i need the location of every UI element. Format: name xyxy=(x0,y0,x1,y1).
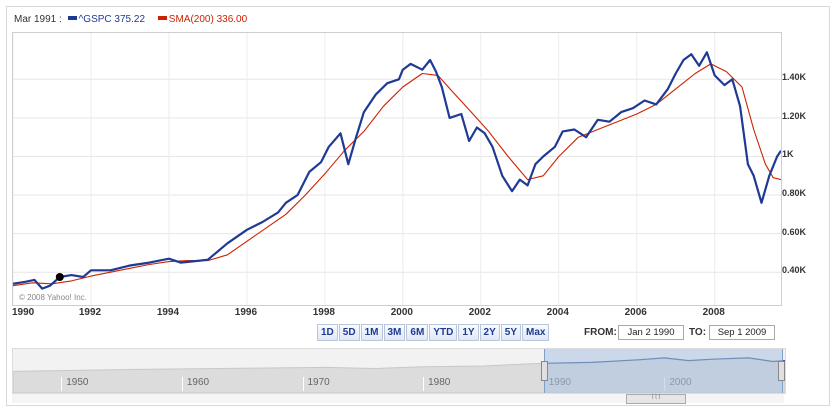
x-tick-label: 1992 xyxy=(78,307,102,318)
plot-area[interactable]: © 2008 Yahoo! Inc. xyxy=(12,32,782,306)
y-tick-label: 0.60K xyxy=(782,226,807,237)
navigator-year-label: 1950 xyxy=(61,377,89,391)
legend-price-name: ^GSPC xyxy=(78,14,112,25)
y-tick-label: 0.80K xyxy=(782,188,807,199)
range-navigator[interactable]: 195019601970198019902000 xyxy=(12,348,786,394)
y-tick-label: 1.40K xyxy=(782,72,807,83)
x-tick-label: 1994 xyxy=(156,307,180,318)
range-button-1y[interactable]: 1Y xyxy=(458,324,479,341)
navigator-left-handle[interactable] xyxy=(540,361,548,381)
legend-sma-swatch xyxy=(157,16,167,21)
range-button-1d[interactable]: 1D xyxy=(317,324,338,341)
navigator-selection[interactable] xyxy=(543,349,784,393)
from-label: FROM: xyxy=(584,327,617,338)
to-label: TO: xyxy=(689,327,707,338)
range-button-max[interactable]: Max xyxy=(522,324,550,341)
range-button-1m[interactable]: 1M xyxy=(360,324,383,341)
series-line-sma200 xyxy=(13,63,781,287)
x-tick-label: 1998 xyxy=(312,307,335,318)
hover-marker-dot xyxy=(55,272,64,281)
legend-price-value: 375.22 xyxy=(114,14,146,25)
y-tick-label: 0.40K xyxy=(782,265,807,276)
x-tick-label: 1990 xyxy=(12,307,35,318)
x-tick-label: 2008 xyxy=(702,307,725,318)
x-tick-label: 2002 xyxy=(468,307,491,318)
x-tick-label: 1996 xyxy=(234,307,258,318)
navigator-year-label: 1980 xyxy=(423,377,450,391)
legend-date: Mar 1991 : xyxy=(14,14,62,25)
navigator-right-handle[interactable] xyxy=(778,361,785,381)
range-buttons: 1D 5D 1M 3M 6M YTD 1Y 2Y 5Y Max xyxy=(317,324,550,341)
series-line-gspc xyxy=(13,51,781,290)
y-tick-label: 1K xyxy=(782,149,794,160)
legend-sma-value: 336.00 xyxy=(216,14,248,25)
chart-legend: Mar 1991 : ^GSPC 375.22 SMA(200) 336.00 xyxy=(14,14,247,25)
legend-price-swatch xyxy=(67,16,77,21)
x-tick-label: 2000 xyxy=(390,307,413,318)
scrollbar-thumb[interactable]: ⌇⌇⌇ xyxy=(626,394,686,404)
copyright-text: © 2008 Yahoo! Inc. xyxy=(19,293,87,302)
navigator-scrollbar[interactable]: ⌇⌇⌇ xyxy=(12,393,784,404)
range-button-3m[interactable]: 3M xyxy=(383,324,406,341)
range-button-6m[interactable]: 6M xyxy=(406,324,429,341)
range-button-2y[interactable]: 2Y xyxy=(479,324,500,341)
x-axis: 1990 1992 1994 1996 1998 2000 2002 2004 2006 2008 xyxy=(12,307,780,321)
range-button-5y[interactable]: 5Y xyxy=(500,324,522,341)
legend-sma-name: SMA(200) xyxy=(168,14,214,25)
price-chart-svg xyxy=(13,33,781,305)
y-tick-label: 1.20K xyxy=(782,110,807,121)
from-date-input[interactable]: Jan 2 1990 xyxy=(618,325,684,340)
navigator-year-label: 1970 xyxy=(302,377,330,391)
range-button-ytd[interactable]: YTD xyxy=(429,324,458,341)
to-date-input[interactable]: Sep 1 2009 xyxy=(709,325,775,340)
x-tick-label: 2004 xyxy=(546,307,569,318)
x-tick-label: 2006 xyxy=(624,307,647,318)
y-axis: 0.40K 0.60K 0.80K 1K 1.20K 1.40K xyxy=(782,32,832,304)
navigator-year-label: 1960 xyxy=(181,377,209,391)
range-button-5d[interactable]: 5D xyxy=(338,324,360,341)
